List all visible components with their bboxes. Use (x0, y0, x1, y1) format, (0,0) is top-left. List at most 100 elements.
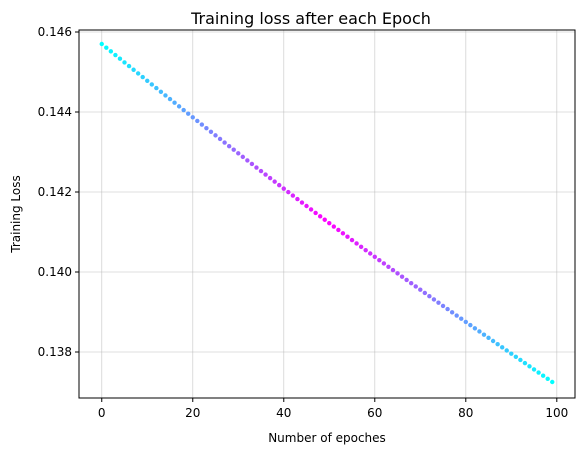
data-point (540, 373, 546, 378)
y-axis-label: Training Loss (9, 175, 23, 253)
data-point (299, 200, 305, 205)
data-point (404, 277, 409, 283)
data-point (495, 341, 500, 347)
data-point (527, 364, 532, 369)
data-point (249, 161, 255, 167)
data-point (408, 280, 414, 286)
data-point (186, 111, 191, 116)
data-point (258, 168, 264, 174)
data-point (99, 41, 104, 47)
data-point (531, 367, 537, 372)
data-point (240, 154, 246, 160)
data-point (381, 261, 387, 266)
data-point (536, 370, 541, 375)
data-point (463, 319, 468, 325)
data-point (135, 71, 141, 76)
data-point (545, 376, 550, 382)
data-point (336, 227, 341, 233)
data-point (199, 122, 205, 127)
data-point (368, 251, 373, 256)
data-point (286, 189, 291, 195)
data-point (377, 257, 382, 263)
data-point (140, 74, 145, 80)
grid-lines (79, 30, 575, 398)
data-point (499, 345, 505, 350)
data-point (149, 82, 155, 87)
data-point (181, 107, 186, 113)
data-point (254, 165, 259, 170)
data-point (340, 231, 346, 236)
data-point (459, 316, 464, 321)
data-point (418, 287, 423, 292)
data-point (245, 158, 250, 163)
data-point (108, 49, 114, 54)
data-point (236, 151, 241, 156)
data-point (504, 348, 509, 353)
data-point (290, 193, 296, 198)
data-point (158, 89, 164, 94)
data-point (226, 143, 232, 149)
data-point (204, 125, 209, 131)
data-point (281, 186, 286, 191)
data-point (550, 379, 555, 385)
data-point (522, 360, 528, 366)
data-point (358, 244, 364, 250)
data-points (99, 41, 555, 385)
data-point (126, 63, 132, 69)
data-point (477, 329, 482, 334)
data-point (445, 306, 450, 312)
data-point (272, 179, 277, 184)
data-point (395, 271, 400, 276)
data-point (481, 332, 487, 337)
data-point (413, 284, 418, 289)
x-axis-label: Number of epoches (268, 431, 386, 445)
data-point (190, 115, 195, 120)
data-point (313, 210, 318, 216)
data-point (386, 264, 391, 269)
data-point (317, 214, 323, 219)
data-point (208, 129, 214, 134)
data-point (113, 52, 118, 58)
data-point (509, 351, 514, 356)
data-point (486, 335, 491, 341)
data-point (122, 60, 127, 65)
data-point (222, 140, 227, 145)
y-tick-label: 0.146 (38, 25, 72, 39)
data-point (390, 267, 396, 273)
y-tick-label: 0.140 (38, 265, 72, 279)
data-point (422, 290, 428, 296)
data-point (440, 303, 446, 309)
data-point (304, 203, 309, 209)
plot-frame (78, 29, 576, 399)
data-point (518, 357, 523, 363)
data-point (154, 85, 159, 91)
x-tick-label: 60 (367, 406, 382, 420)
x-tick-label: 20 (185, 406, 200, 420)
data-point (354, 241, 359, 246)
data-point (345, 234, 350, 239)
data-point (145, 78, 150, 83)
data-point (131, 67, 136, 72)
data-point (295, 196, 300, 202)
data-point (163, 93, 168, 98)
data-point (308, 207, 314, 212)
data-point (117, 56, 123, 61)
data-point (167, 96, 173, 102)
y-tick-label: 0.138 (38, 345, 72, 359)
data-point (372, 254, 377, 260)
data-point (427, 294, 432, 299)
data-point (263, 172, 268, 177)
chart-title: Training loss after each Epoch (190, 9, 431, 28)
data-point (195, 118, 200, 124)
data-point (399, 274, 405, 279)
data-point (217, 136, 223, 142)
data-point (490, 338, 496, 344)
data-point (431, 297, 437, 302)
x-tick-label: 100 (545, 406, 568, 420)
data-point (322, 217, 327, 222)
data-point (176, 104, 182, 109)
data-point (213, 133, 218, 138)
y-axis-ticks: 0.138 0.140 0.142 0.144 0.146 (38, 25, 79, 359)
data-point (349, 237, 355, 243)
y-tick-label: 0.142 (38, 185, 72, 199)
